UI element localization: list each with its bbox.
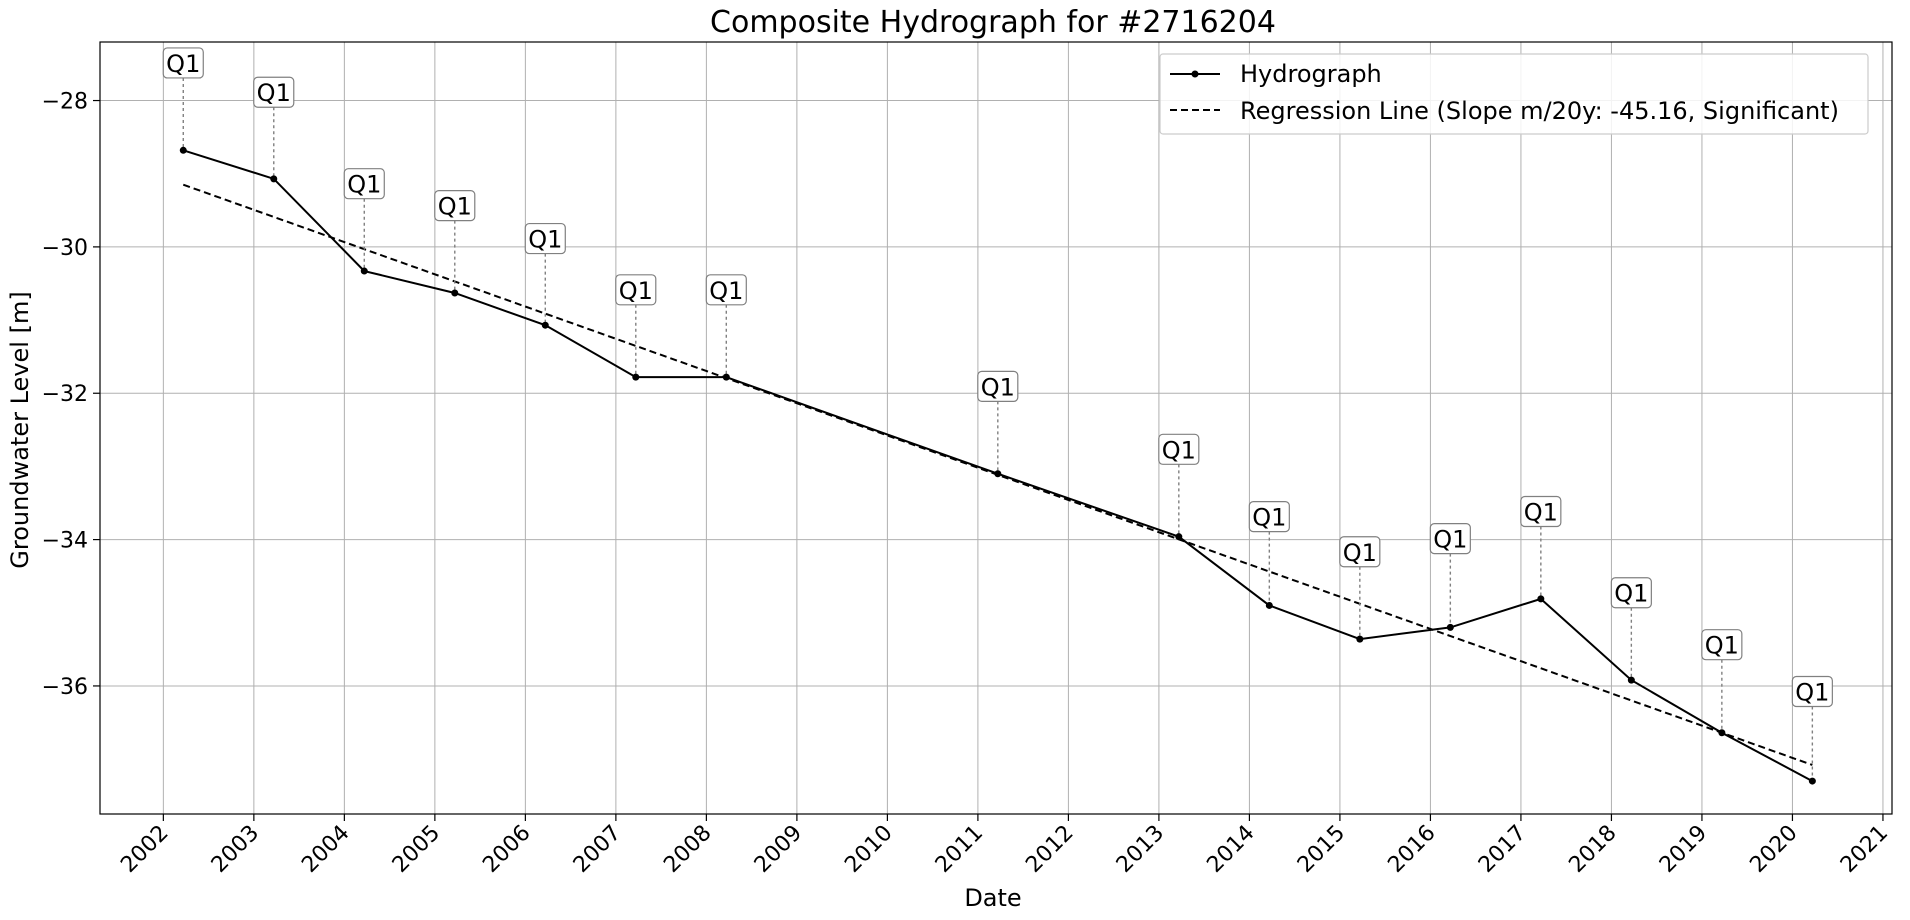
hydrograph-point	[179, 146, 187, 154]
annotation-label: Q1	[1343, 539, 1377, 567]
annotation-label: Q1	[528, 226, 562, 254]
annotation-box	[977, 370, 1019, 402]
legend-entry-hydrograph: Hydrograph	[1240, 60, 1382, 88]
hydrograph-series-layer	[179, 146, 1816, 785]
hydrograph-point	[541, 321, 549, 329]
annotation-label: Q1	[1524, 499, 1558, 527]
annotation-label: Q1	[709, 277, 743, 305]
y-axis-ticks: −28 −30 −32 −34 −36	[42, 90, 100, 700]
annotation-box	[343, 168, 385, 200]
annotation-label: Q1	[347, 171, 381, 199]
annotation-q1: Q1	[1339, 536, 1381, 568]
annotation-box	[162, 47, 204, 79]
annotation-label: Q1	[1705, 632, 1739, 660]
annotation-q1: Q1	[162, 47, 204, 79]
annotation-label: Q1	[619, 277, 653, 305]
annotation-q1: Q1	[1610, 577, 1652, 609]
annotation-box	[1248, 501, 1290, 533]
annotation-box	[434, 190, 476, 222]
annotation-box	[1520, 495, 1562, 528]
hydrograph-point	[994, 470, 1002, 478]
annotation-box	[615, 274, 657, 306]
annotation-q1: Q1	[253, 76, 295, 108]
annotation-q1: Q1	[977, 370, 1019, 402]
hydrograph-point	[1446, 623, 1454, 631]
annotation-q1: Q1	[1520, 495, 1562, 528]
annotation-box	[705, 274, 747, 306]
annotation-q1: Q1	[1701, 629, 1743, 661]
annotation-box	[253, 76, 295, 108]
annotation-q1: Q1	[434, 190, 476, 222]
annotation-q1: Q1	[1158, 433, 1200, 465]
annotation-box	[1158, 433, 1200, 465]
annotation-box	[1610, 577, 1652, 609]
annotation-q1: Q1	[1429, 522, 1471, 555]
annotation-label: Q1	[1614, 580, 1648, 608]
hydrograph-point	[1627, 676, 1635, 684]
hydrograph-point	[1718, 729, 1726, 737]
y-axis-label: Groundwater Level [m]	[6, 291, 34, 568]
y-tick-label: −32	[42, 382, 88, 407]
hydrograph-point	[1808, 777, 1816, 785]
annotation-label: Q1	[438, 193, 472, 221]
hydrograph-line	[182, 149, 1813, 782]
annotation-q1: Q1	[343, 168, 385, 200]
hydrograph-point	[1356, 635, 1364, 643]
annotation-q1: Q1	[615, 274, 657, 306]
annotation-box	[1701, 629, 1743, 661]
annotation-label: Q1	[981, 373, 1015, 401]
annotation-label: Q1	[1162, 436, 1196, 464]
annotation-box	[524, 222, 566, 255]
annotation-label: Q1	[1795, 679, 1829, 707]
hydrograph-point	[1265, 601, 1273, 609]
annotation-q1: Q1	[1248, 501, 1290, 533]
y-tick-label: −30	[42, 236, 88, 261]
hydrograph-point	[1537, 595, 1545, 603]
y-tick-label: −34	[42, 529, 88, 554]
plot-frame	[99, 41, 1893, 815]
annotation-q1: Q1	[705, 274, 747, 306]
annotation-box	[1339, 536, 1381, 568]
hydrograph-point	[360, 267, 368, 275]
annotation-q1: Q1	[524, 222, 566, 255]
annotation-box	[1791, 675, 1833, 708]
y-tick-label: −28	[42, 90, 88, 115]
annotation-label: Q1	[1252, 504, 1286, 532]
legend-entry-regression: Regression Line (Slope m/20y: -45.16, Si…	[1240, 97, 1839, 125]
hydrograph-point	[722, 373, 730, 381]
y-tick-label: −36	[42, 675, 88, 700]
hydrograph-point	[632, 373, 640, 381]
chart-title: Composite Hydrograph for #2716204	[710, 5, 1276, 40]
annotation-box	[1429, 522, 1471, 555]
legend-box	[1159, 53, 1869, 135]
annotation-layer: Q1 Q1 Q1 Q1 Q1 Q1 Q1 Q1 Q1 Q1 Q1 Q1 Q1 Q1 Q1 Q1	[162, 47, 1833, 782]
legend-hydrograph-marker-icon	[1191, 70, 1199, 78]
legend: Hydrograph Regression Line (Slope m/20y:…	[1159, 53, 1869, 135]
x-axis-label: Date	[964, 884, 1021, 912]
hydrograph-point	[451, 289, 459, 297]
annotation-label: Q1	[257, 79, 291, 107]
hydrograph-point	[1175, 533, 1183, 541]
hydrograph-point	[270, 175, 278, 183]
annotation-q1: Q1	[1791, 675, 1833, 708]
annotation-label: Q1	[166, 50, 200, 78]
annotation-label: Q1	[1433, 526, 1467, 554]
